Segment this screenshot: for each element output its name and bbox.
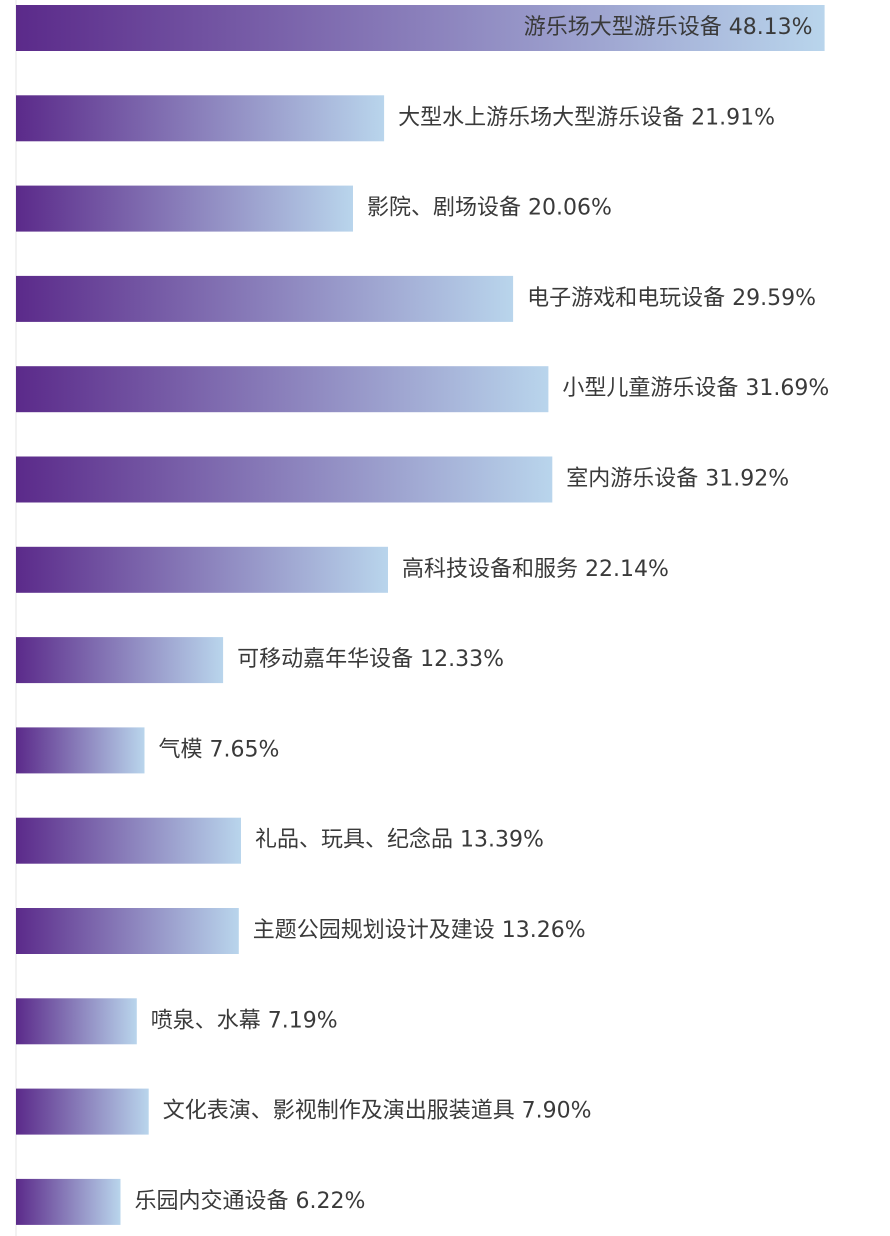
bar-11 [16,998,137,1045]
bar-label-12: 文化表演、影视制作及演出服装道具 7.90% [163,1099,592,1124]
bar-1 [16,95,385,142]
bar-0 [16,5,825,51]
bar-label-5: 室内游乐设备 31.92% [566,467,789,492]
bar-3 [16,275,514,322]
bar-label-0: 游乐场大型游乐设备 48.13% [524,15,813,40]
bar-2 [16,185,353,232]
bar-label-4: 小型儿童游乐设备 31.69% [562,376,829,401]
bar-9 [16,817,241,864]
bar-label-6: 高科技设备和服务 22.14% [402,557,669,582]
bars-group [16,5,825,1225]
bar-label-9: 礼品、玩具、纪念品 13.39% [255,828,544,853]
bar-13 [16,1178,121,1225]
bar-5 [16,456,553,503]
bar-6 [16,546,388,593]
bar-label-10: 主题公园规划设计及建设 13.26% [253,918,586,943]
bar-7 [16,637,224,684]
bar-label-3: 电子游戏和电玩设备 29.59% [527,286,816,311]
bar-label-13: 乐园内交通设备 6.22% [135,1189,366,1214]
bar-label-1: 大型水上游乐场大型游乐设备 21.91% [398,105,775,130]
bar-label-8: 气模 7.65% [159,737,280,762]
labels-group: 游乐场大型游乐设备 48.13% 大型水上游乐场大型游乐设备 21.91% 影院、剧… [135,15,830,1214]
bar-12 [16,1088,149,1135]
bar-label-11: 喷泉、水幕 7.19% [151,1008,338,1033]
bar-4 [16,366,549,413]
bar-label-2: 影院、剧场设备 20.06% [367,196,612,221]
bar-label-7: 可移动嘉年华设备 12.33% [237,647,504,672]
bar-10 [16,908,239,954]
bar-8 [16,727,145,774]
